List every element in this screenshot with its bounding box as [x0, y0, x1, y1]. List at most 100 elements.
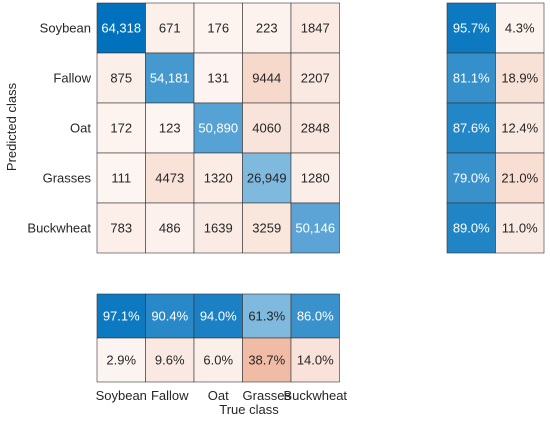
column-summary-grid: 97.1% 2.9% 90.4% 9.6% 94.0% 6.0% 61.3% 38.7% 86.…	[96, 293, 340, 383]
predicted-tick-oat: Oat	[70, 121, 91, 136]
cell-4-4: 50,146	[295, 221, 335, 236]
cell-1-1: 54,181	[150, 71, 190, 86]
predicted-class-tick-labels: Soybean Fallow Oat Grasses Buckwheat	[27, 21, 91, 236]
cell-1-2-bg	[193, 52, 243, 104]
cell-0-0-bg	[96, 2, 146, 54]
cell-0-1: 671	[159, 21, 181, 36]
cell-2-1-bg	[145, 102, 195, 154]
column-summary-correct-3-bg	[242, 293, 292, 339]
true-tick-buckwheat: Buckwheat	[283, 388, 347, 403]
column-summary-incorrect-2-bg	[193, 337, 243, 383]
cell-3-3: 26,949	[247, 171, 287, 186]
row-summary-incorrect-2-bg	[495, 102, 545, 154]
row-summary-correct-0: 95.7%	[453, 21, 490, 36]
confusion-matrix-grid: 64,318 671 176 223 1847 875 54,181 131 9444 2207 1…	[96, 2, 340, 254]
row-summary-incorrect-4-bg	[495, 202, 545, 254]
column-summary-incorrect-4: 14.0%	[297, 353, 334, 368]
cell-3-4-bg	[290, 152, 340, 204]
column-summary-incorrect-1-bg	[145, 337, 195, 383]
row-summary-incorrect-0: 4.3%	[505, 21, 535, 36]
cell-1-0: 875	[110, 71, 132, 86]
column-summary-correct-0-bg	[96, 293, 146, 339]
cell-2-3-bg	[242, 102, 292, 154]
row-summary-correct-4-bg	[446, 202, 496, 254]
cell-1-3: 9444	[252, 71, 281, 86]
row-summary-incorrect-1-bg	[495, 52, 545, 104]
cell-0-4-bg	[290, 2, 340, 54]
row-summary-incorrect-2: 12.4%	[501, 121, 538, 136]
cell-4-2: 1639	[204, 221, 233, 236]
cell-2-2: 50,890	[198, 121, 238, 136]
column-summary-correct-4-bg	[290, 293, 340, 339]
column-summary-correct-2-bg	[193, 293, 243, 339]
column-summary-correct-3: 61.3%	[248, 309, 285, 324]
cell-1-4-bg	[290, 52, 340, 104]
cell-3-2-bg	[193, 152, 243, 204]
cell-0-4: 1847	[301, 21, 330, 36]
row-summary-correct-3: 79.0%	[453, 171, 490, 186]
cell-4-4-bg	[290, 202, 340, 254]
column-summary-incorrect-0: 2.9%	[106, 353, 136, 368]
cell-0-3-bg	[242, 2, 292, 54]
cell-3-0: 111	[111, 171, 131, 186]
row-summary-incorrect-3: 21.0%	[501, 171, 538, 186]
column-summary-incorrect-3-bg	[242, 337, 292, 383]
x-axis-title: True class	[219, 402, 279, 417]
row-summary-incorrect-4: 11.0%	[502, 221, 538, 236]
cell-3-3-bg	[242, 152, 292, 204]
cell-0-2-bg	[193, 2, 243, 54]
cell-3-4: 1280	[301, 171, 330, 186]
cell-4-1-bg	[145, 202, 195, 254]
cell-3-1-bg	[145, 152, 195, 204]
column-summary-correct-4: 86.0%	[297, 309, 334, 324]
cell-4-3: 3259	[252, 221, 281, 236]
cell-1-4: 2207	[301, 71, 330, 86]
row-summary-correct-2: 87.6%	[453, 121, 490, 136]
column-summary-incorrect-2: 6.0%	[203, 353, 233, 368]
cell-4-0-bg	[96, 202, 146, 254]
cell-2-4: 2848	[301, 121, 330, 136]
true-tick-fallow: Fallow	[151, 388, 189, 403]
cell-4-0: 783	[110, 221, 132, 236]
true-tick-oat: Oat	[208, 388, 229, 403]
true-tick-soybean: Soybean	[96, 388, 147, 403]
column-summary-incorrect-1: 9.6%	[155, 353, 185, 368]
cell-1-0-bg	[96, 52, 146, 104]
cell-2-0: 172	[110, 121, 132, 136]
row-summary-incorrect-3-bg	[495, 152, 545, 204]
column-summary-incorrect-4-bg	[290, 337, 340, 383]
cell-2-1: 123	[159, 121, 181, 136]
cell-0-2: 176	[207, 21, 229, 36]
cell-2-2-bg	[193, 102, 243, 154]
row-summary-incorrect-0-bg	[495, 2, 545, 54]
row-summary-correct-1: 81.1%	[453, 71, 490, 86]
row-summary-incorrect-1: 18.9%	[501, 71, 538, 86]
cell-3-2: 1320	[204, 171, 233, 186]
cell-2-4-bg	[290, 102, 340, 154]
cell-3-1: 4473	[155, 171, 184, 186]
column-summary-incorrect-0-bg	[96, 337, 146, 383]
y-axis-title: Predicted class	[4, 82, 19, 171]
cell-4-2-bg	[193, 202, 243, 254]
cell-2-3: 4060	[252, 121, 281, 136]
column-summary-correct-2: 94.0%	[200, 309, 237, 324]
column-summary-correct-1-bg	[145, 293, 195, 339]
column-summary-correct-0: 97.1%	[103, 309, 140, 324]
true-tick-grasses: Grasses	[243, 388, 292, 403]
predicted-tick-fallow: Fallow	[53, 71, 91, 86]
cell-4-1: 486	[159, 221, 181, 236]
predicted-tick-buckwheat: Buckwheat	[27, 221, 91, 236]
row-summary-correct-1-bg	[446, 52, 496, 104]
cell-0-0: 64,318	[101, 21, 141, 36]
cell-0-3: 223	[256, 21, 278, 36]
cell-3-0-bg	[96, 152, 146, 204]
column-summary-incorrect-3: 38.7%	[248, 353, 285, 368]
cell-0-1-bg	[145, 2, 195, 54]
predicted-tick-soybean: Soybean	[40, 21, 91, 36]
cell-1-2: 131	[207, 71, 229, 86]
row-summary-grid: 95.7% 4.3% 81.1% 18.9% 87.6% 12.4% 79.0% 21.0% 8…	[446, 2, 545, 254]
column-summary-correct-1: 90.4%	[151, 309, 188, 324]
row-summary-correct-4: 89.0%	[453, 221, 490, 236]
